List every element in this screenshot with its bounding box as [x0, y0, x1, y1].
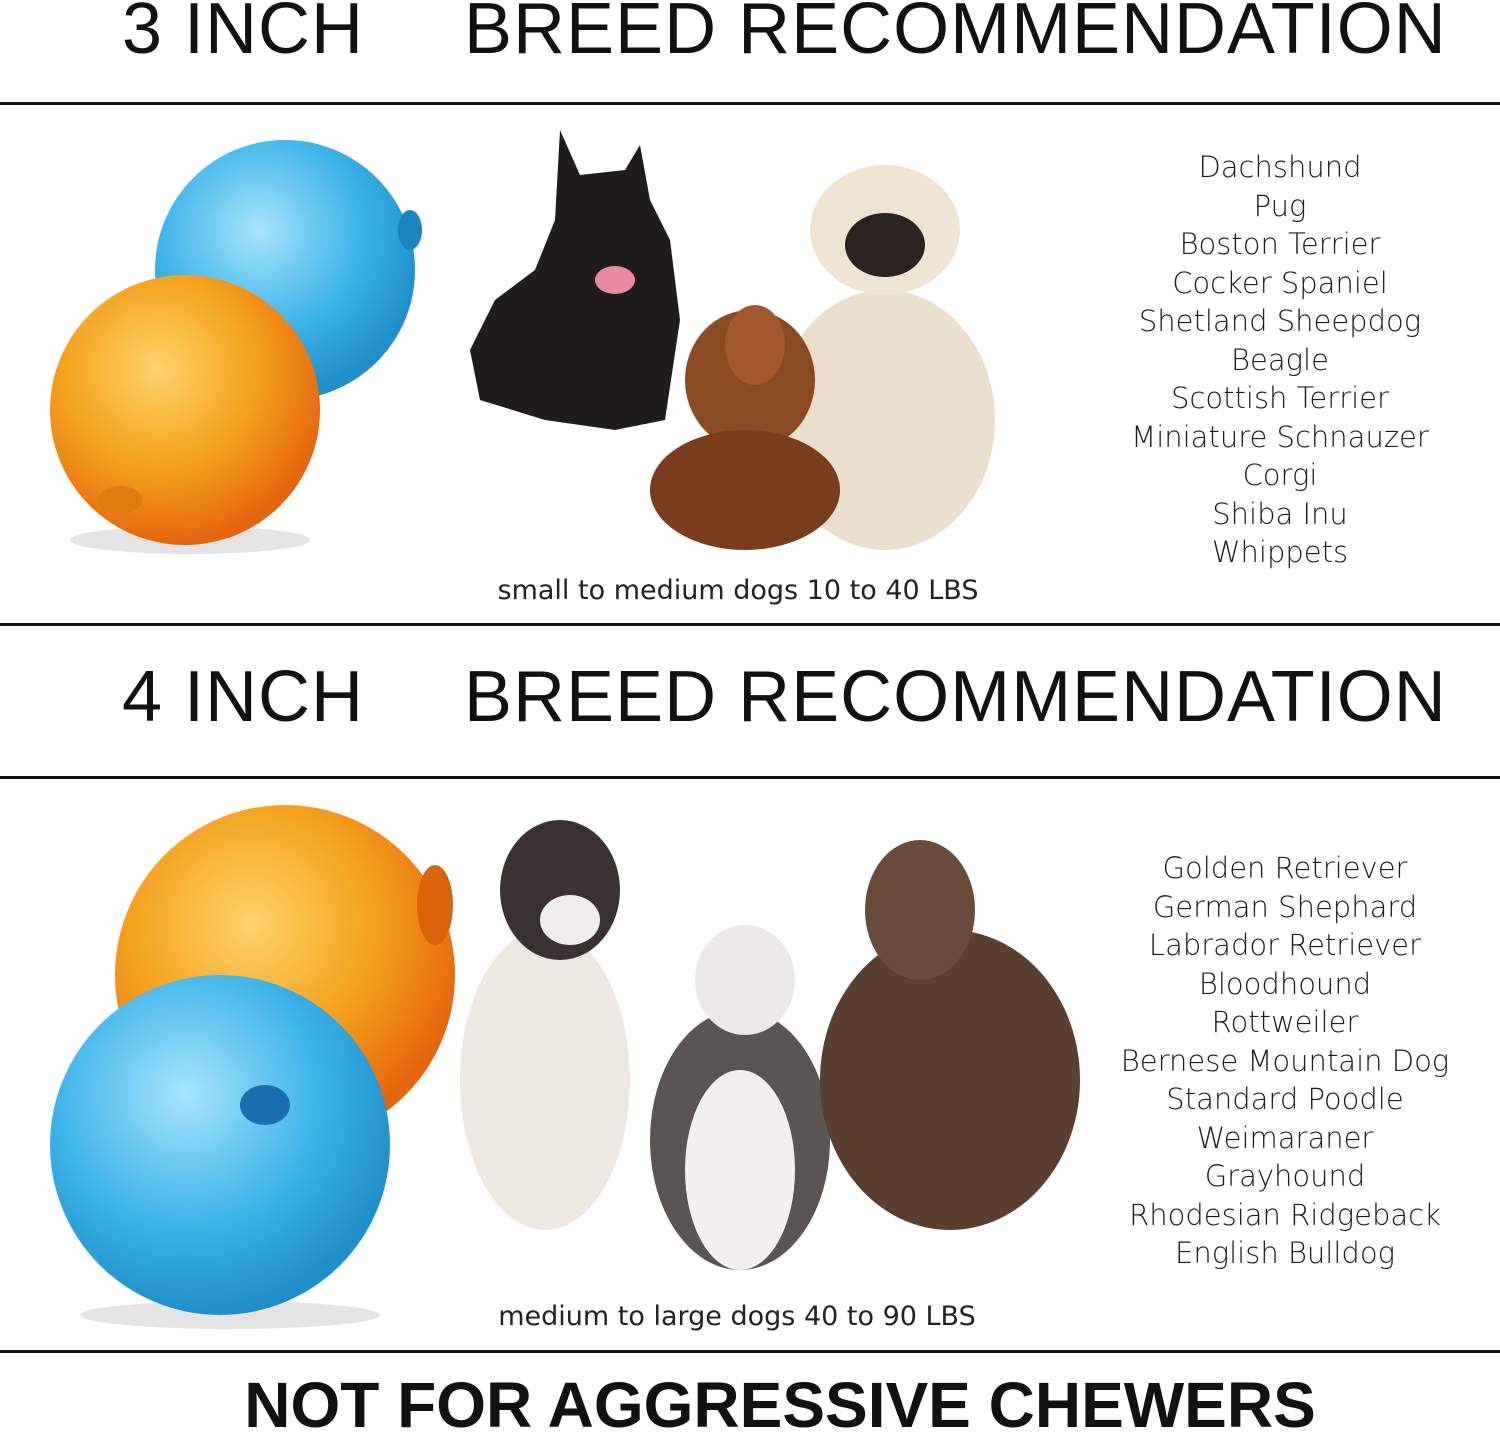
- breed-item: Golden Retriever: [1162, 851, 1408, 885]
- size-label-4-inch: 4 INCH: [122, 657, 365, 737]
- breed-item: Bloodhound: [1198, 966, 1372, 1001]
- australian-shepherd: [460, 820, 630, 1230]
- breed-item: Whippets: [1211, 535, 1349, 569]
- size-caption-large: medium to large dogs 40 to 90 LBS: [498, 1301, 976, 1332]
- breed-item: Shiba Inu: [1212, 496, 1348, 531]
- section-title-2: BREED RECOMMENDATION: [464, 657, 1447, 737]
- breed-item: Standard Poodle: [1166, 1082, 1404, 1116]
- breed-item: German Shephard: [1152, 889, 1418, 924]
- breed-item: Dachshund: [1198, 150, 1362, 184]
- breed-item: Weimaraner: [1196, 1120, 1374, 1155]
- breed-item: Cocker Spaniel: [1172, 265, 1388, 300]
- orange-ball: [50, 275, 320, 545]
- breed-item: Miniature Schnauzer: [1131, 419, 1429, 454]
- breed-list-large: Golden Retriever German Shephard Labrado…: [1085, 849, 1485, 1273]
- breed-item: Beagle: [1231, 342, 1329, 377]
- breed-item: Pug: [1253, 188, 1307, 223]
- wirehaired-pointer: [820, 840, 1080, 1230]
- breed-item: Grayhound: [1204, 1159, 1366, 1193]
- dogs-image-large: [460, 820, 1080, 1270]
- warning-footer: NOT FOR AGGRESSIVE CHEWERS: [244, 1369, 1316, 1441]
- size-caption-small: small to medium dogs 10 to 40 LBS: [497, 575, 979, 606]
- ball-shadow: [80, 1301, 380, 1329]
- breed-item: Scottish Terrier: [1171, 381, 1389, 415]
- breed-item: Rhodesian Ridgeback: [1129, 1197, 1441, 1232]
- section-title-1: BREED RECOMMENDATION: [464, 0, 1447, 69]
- size-label-3-inch: 3 INCH: [122, 0, 365, 69]
- breed-item: English Bulldog: [1175, 1236, 1395, 1270]
- treat-balls-image-large: [50, 805, 455, 1329]
- breed-item: Corgi: [1242, 458, 1318, 492]
- breed-item: Bernese Mountain Dog: [1120, 1043, 1450, 1078]
- breed-item: Boston Terrier: [1179, 227, 1381, 261]
- divider: [0, 1350, 1500, 1353]
- breed-item: Rottweiler: [1211, 1005, 1359, 1039]
- divider: [0, 776, 1500, 779]
- divider: [0, 102, 1500, 105]
- husky: [650, 925, 830, 1270]
- breed-item: Labrador Retriever: [1148, 928, 1422, 962]
- dachshund: [650, 305, 840, 550]
- scottish-terrier: [470, 130, 680, 430]
- breed-list-small: Dachshund Pug Boston Terrier Cocker Span…: [1080, 148, 1480, 572]
- breed-item: Shetland Sheepdog: [1138, 304, 1422, 338]
- divider: [0, 623, 1500, 626]
- treat-balls-image-small: [50, 140, 422, 554]
- dogs-image-small: [470, 130, 995, 550]
- blue-ball: [50, 975, 390, 1315]
